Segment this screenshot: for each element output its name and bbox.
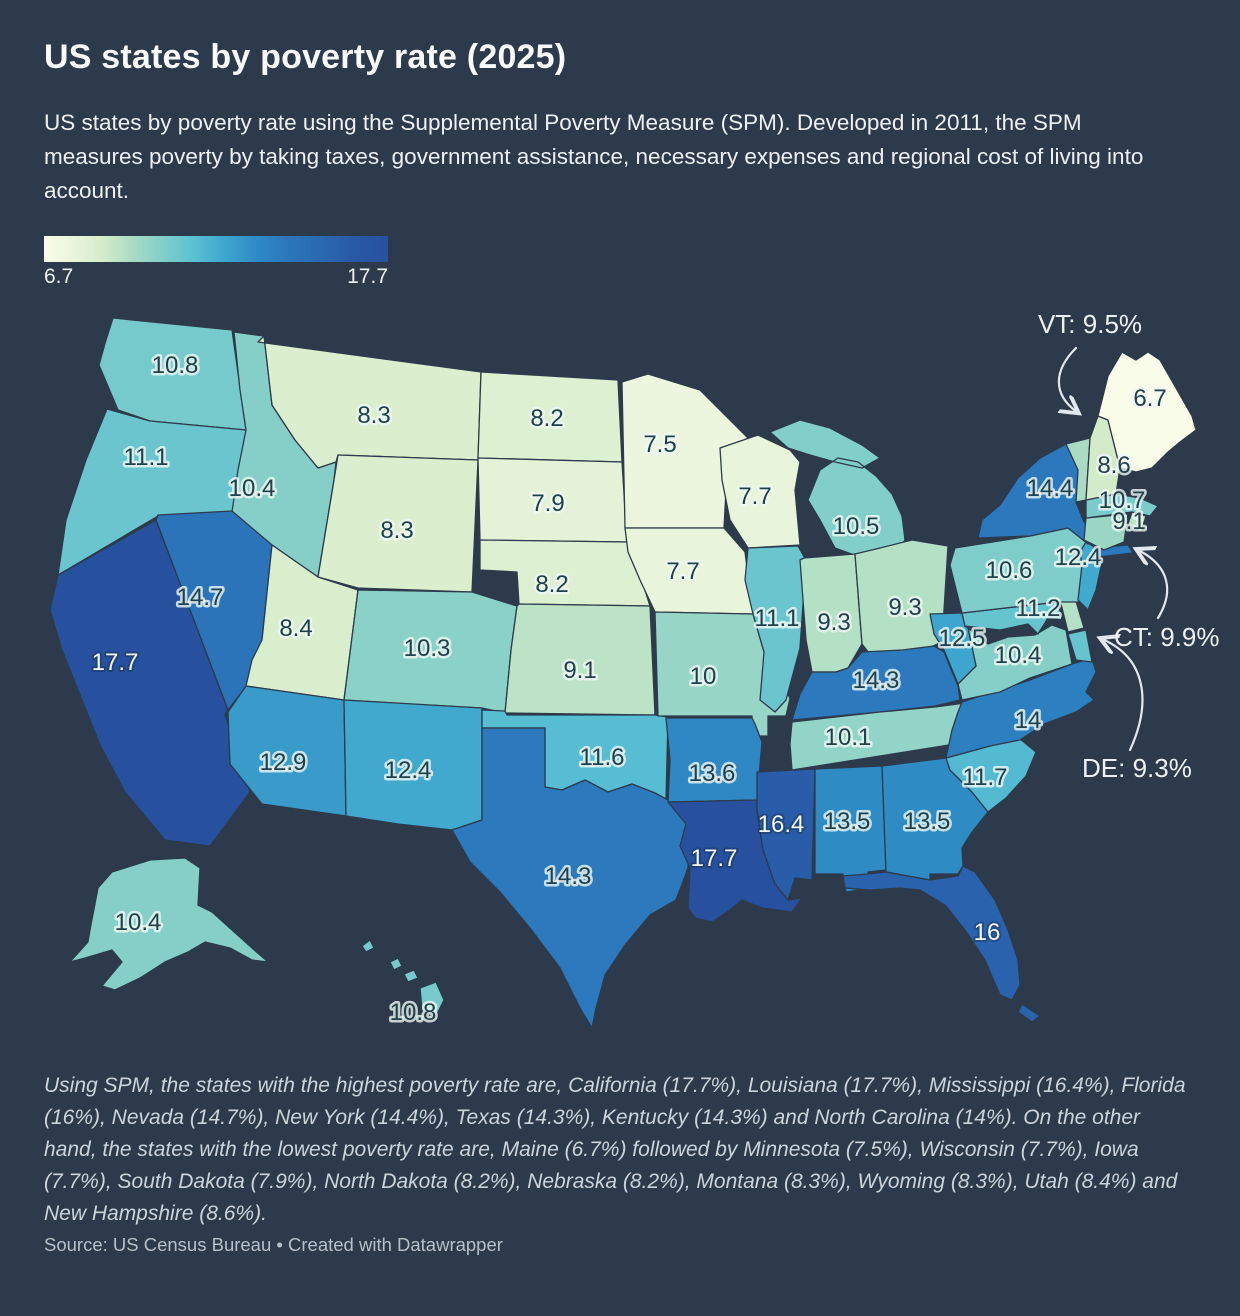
state-label-nd: 8.2 bbox=[530, 405, 563, 432]
state-label-nm: 12.4 bbox=[385, 757, 432, 784]
state-label-ny: 14.4 bbox=[1027, 475, 1074, 502]
state-label-ne: 8.2 bbox=[535, 571, 568, 598]
ct-annotation-arrow bbox=[1138, 550, 1169, 620]
legend-gradient-bar bbox=[44, 236, 388, 262]
state-label-ks: 9.1 bbox=[563, 657, 596, 684]
state-il[interactable] bbox=[744, 545, 807, 713]
state-label-ky: 14.3 bbox=[853, 667, 900, 694]
source-line: Source: US Census Bureau • Created with … bbox=[44, 1234, 503, 1255]
state-label-id: 10.4 bbox=[229, 475, 276, 502]
state-ak[interactable] bbox=[69, 857, 269, 991]
state-label-ma: 10.7 bbox=[1099, 487, 1146, 514]
state-label-va: 10.4 bbox=[995, 642, 1042, 669]
state-label-ri: 9.1 bbox=[1112, 508, 1145, 535]
ct-annotation-label: CT: 9.9% bbox=[1114, 622, 1220, 652]
legend-max-label: 17.7 bbox=[347, 265, 388, 288]
state-label-me: 6.7 bbox=[1133, 385, 1166, 412]
state-label-il: 11.1 bbox=[755, 605, 800, 632]
state-md[interactable] bbox=[961, 601, 1093, 663]
state-fl[interactable] bbox=[842, 865, 1041, 1023]
state-label-fl: 16 bbox=[974, 919, 1001, 946]
state-wi[interactable] bbox=[719, 434, 801, 549]
state-ky[interactable] bbox=[791, 645, 961, 721]
state-label-ok: 11.6 bbox=[580, 744, 625, 771]
legend-labels: 6.7 17.7 bbox=[44, 265, 388, 289]
us-choropleth-map: 10.8 11.1 17.7 10.4 14.7 8.4 12.9 8.3 8.3 10.3 12.… bbox=[49, 309, 1220, 1029]
state-hi[interactable] bbox=[361, 939, 445, 1017]
state-ct[interactable] bbox=[1083, 513, 1129, 551]
state-label-hi: 10.8 bbox=[390, 999, 437, 1026]
state-value-labels: 10.8 11.1 17.7 10.4 14.7 8.4 12.9 8.3 8.3 10.3 12.… bbox=[90, 350, 1170, 1029]
state-label-ak: 10.4 bbox=[115, 909, 162, 936]
state-label-la: 17.7 bbox=[691, 845, 738, 872]
state-label-sd: 7.9 bbox=[531, 490, 564, 517]
state-label-mt: 8.3 bbox=[357, 402, 390, 429]
state-label-wa: 10.8 bbox=[152, 352, 199, 379]
state-nc[interactable] bbox=[945, 657, 1097, 759]
state-label-ms: 16.4 bbox=[758, 811, 805, 838]
state-label-pa: 10.6 bbox=[986, 557, 1033, 584]
legend-min-label: 6.7 bbox=[44, 265, 74, 288]
state-label-co: 10.3 bbox=[404, 635, 451, 662]
state-ar[interactable] bbox=[665, 717, 763, 803]
state-mi[interactable] bbox=[769, 419, 906, 557]
state-label-al: 13.5 bbox=[824, 808, 871, 835]
de-annotation-arrow bbox=[1102, 639, 1144, 752]
state-label-mo: 10 bbox=[690, 663, 717, 690]
state-label-nj: 12.4 bbox=[1055, 544, 1102, 571]
state-label-wy: 8.3 bbox=[380, 517, 413, 544]
state-label-ut: 8.4 bbox=[279, 615, 312, 642]
color-legend: 6.7 17.7 bbox=[44, 236, 388, 289]
state-label-nh: 8.6 bbox=[1097, 452, 1130, 479]
state-label-oh: 9.3 bbox=[888, 594, 921, 621]
chart-footnote: Using SPM, the states with the highest p… bbox=[44, 1074, 1186, 1225]
state-label-ia: 7.7 bbox=[666, 558, 699, 585]
state-shapes bbox=[49, 317, 1197, 1029]
state-ma[interactable] bbox=[1085, 493, 1159, 519]
vt-annotation-label: VT: 9.5% bbox=[1038, 309, 1142, 339]
state-label-or: 11.1 bbox=[124, 444, 169, 471]
vt-annotation-arrow bbox=[1059, 346, 1077, 412]
state-label-ca: 17.7 bbox=[92, 649, 139, 676]
state-label-mi: 10.5 bbox=[833, 513, 880, 540]
page-title: US states by poverty rate (2025) bbox=[44, 38, 567, 76]
state-label-in: 9.3 bbox=[817, 609, 850, 636]
state-label-nc: 14 bbox=[1015, 707, 1042, 734]
state-label-sc: 11.7 bbox=[963, 764, 1008, 791]
state-label-wi: 7.7 bbox=[738, 483, 771, 510]
state-label-tx: 14.3 bbox=[545, 863, 592, 890]
state-ms[interactable] bbox=[756, 768, 816, 901]
state-label-md: 11.2 bbox=[1016, 595, 1061, 622]
state-label-tn: 10.1 bbox=[825, 724, 872, 751]
state-label-az: 12.9 bbox=[260, 749, 307, 776]
state-label-wv: 12.5 bbox=[939, 625, 986, 652]
state-vt[interactable] bbox=[1065, 437, 1091, 503]
state-label-mn: 7.5 bbox=[643, 431, 676, 458]
state-label-nv: 14.7 bbox=[177, 584, 224, 611]
map-annotations: VT: 9.5% CT: 9.9% DE: 9.3% bbox=[1038, 309, 1220, 783]
state-label-ga: 13.5 bbox=[904, 808, 951, 835]
state-me[interactable] bbox=[1097, 351, 1197, 473]
state-wa[interactable] bbox=[98, 317, 247, 431]
state-tx[interactable] bbox=[451, 727, 691, 1029]
de-annotation-label: DE: 9.3% bbox=[1082, 753, 1192, 783]
chart-description: US states by poverty rate using the Supp… bbox=[44, 110, 1144, 203]
state-label-ar: 13.6 bbox=[689, 760, 736, 787]
